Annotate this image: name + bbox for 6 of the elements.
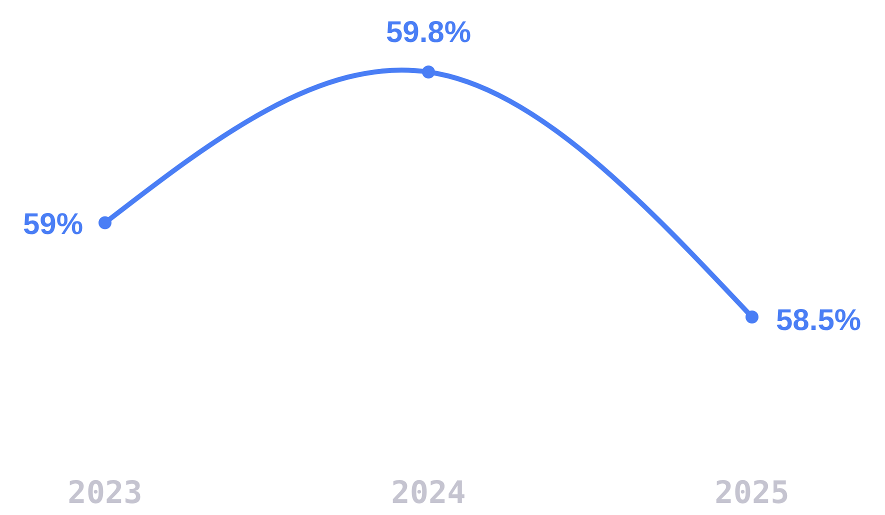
data-label: 58.5%: [776, 304, 862, 337]
data-label: 59.8%: [386, 16, 472, 49]
x-tick-label: 2023: [68, 475, 142, 511]
x-tick-label: 2024: [391, 475, 466, 511]
x-tick-label: 2025: [714, 475, 790, 511]
data-label: 59%: [22, 208, 83, 241]
